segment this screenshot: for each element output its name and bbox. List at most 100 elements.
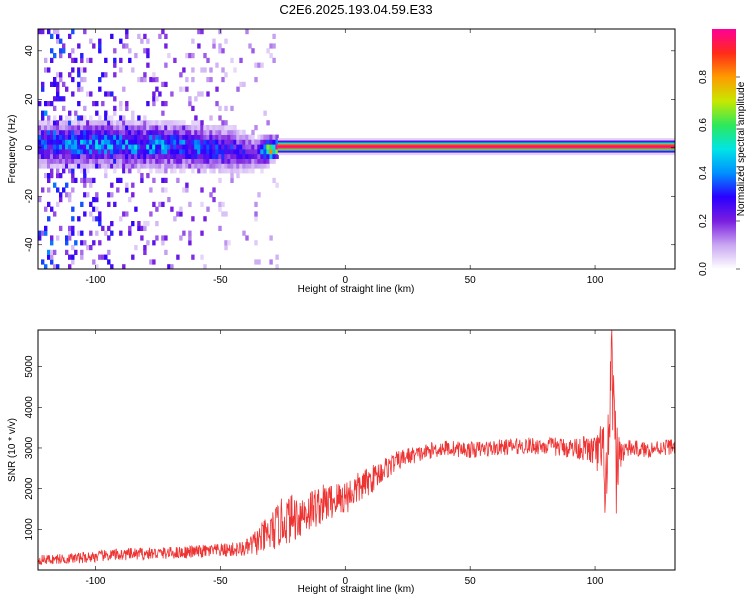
heatmap-cell — [272, 177, 276, 183]
heatmap-cell — [77, 144, 81, 150]
heatmap-cell — [95, 264, 99, 270]
heatmap-cell — [59, 115, 63, 121]
heatmap-cell — [206, 158, 210, 164]
heatmap-cell — [155, 149, 159, 155]
heatmap-cell — [53, 158, 57, 164]
heatmap-cell — [185, 77, 189, 83]
heatmap-cell — [47, 129, 51, 135]
heatmap-cell — [74, 249, 78, 255]
heatmap-cell — [59, 153, 63, 159]
heatmap-cell — [95, 129, 99, 135]
heatmap-cell — [254, 62, 258, 68]
heatmap-cell — [113, 158, 117, 164]
heatmap-cell — [137, 168, 141, 174]
heatmap-cell — [122, 125, 126, 131]
heatmap-cell — [95, 144, 99, 150]
heatmap-cell — [185, 182, 189, 188]
heatmap-cell — [173, 158, 177, 164]
heatmap-cell — [59, 77, 63, 83]
heatmap-cell — [68, 158, 72, 164]
heatmap-cell — [119, 216, 123, 222]
heatmap-cell — [200, 149, 204, 155]
heatmap-cell — [137, 120, 141, 126]
heatmap-cell — [209, 168, 213, 174]
heatmap-cell — [53, 134, 57, 140]
heatmap-cell — [101, 139, 105, 145]
heatmap-cell — [110, 120, 114, 126]
heatmap-cell — [206, 129, 210, 135]
heatmap-cell — [146, 134, 150, 140]
heatmap-cell — [98, 153, 102, 159]
heatmap-cell — [104, 149, 108, 155]
heatmap-cell — [215, 144, 219, 150]
heatmap-cell — [80, 254, 84, 260]
heatmap-cell — [71, 163, 75, 169]
heatmap-cell — [212, 134, 216, 140]
heatmap-cell — [257, 158, 261, 164]
heatmap-cell — [44, 163, 48, 169]
heatmap-cell — [83, 149, 87, 155]
heatmap-cell — [56, 235, 60, 241]
heatmap-cell — [98, 158, 102, 164]
heatmap-cell — [272, 158, 276, 164]
heatmap-cell — [83, 163, 87, 169]
heatmap-cell — [152, 240, 156, 246]
heatmap-cell — [143, 134, 147, 140]
heatmap-cell — [176, 129, 180, 135]
heatmap-cell — [200, 153, 204, 159]
heatmap-cell — [269, 43, 273, 49]
heatmap-cell — [119, 120, 123, 126]
heatmap-cell — [104, 115, 108, 121]
heatmap-cell — [125, 149, 129, 155]
heatmap-cell — [44, 125, 48, 131]
heatmap-cell — [170, 91, 174, 97]
heatmap-cell — [71, 91, 75, 97]
heatmap-cell — [254, 125, 258, 131]
heatmap-cell — [86, 139, 90, 145]
heatmap-cell — [263, 144, 267, 150]
heatmap-cell — [149, 144, 153, 150]
heatmap-cell — [143, 149, 147, 155]
heatmap-cell — [197, 149, 201, 155]
heatmap-cell — [209, 67, 213, 73]
heatmap-cell — [101, 134, 105, 140]
heatmap-cell — [245, 158, 249, 164]
heatmap-cell — [50, 163, 54, 169]
heatmap-cell — [95, 158, 99, 164]
heatmap-cell — [131, 115, 135, 121]
heatmap-cell — [122, 129, 126, 135]
heatmap-cell — [38, 230, 42, 236]
heatmap-cell — [74, 240, 78, 246]
heatmap-cell — [74, 139, 78, 145]
heatmap-cell — [74, 149, 78, 155]
heatmap-cell — [173, 144, 177, 150]
heatmap-cell — [224, 105, 228, 111]
heatmap-cell — [119, 125, 123, 131]
heatmap-cell — [128, 125, 132, 131]
heatmap-cell — [260, 163, 264, 169]
heatmap-cell — [260, 134, 264, 140]
heatmap-cell — [47, 144, 51, 150]
heatmap-cell — [221, 168, 225, 174]
colorbar-tick-label: 0.4 — [698, 166, 709, 180]
heatmap-cell — [179, 153, 183, 159]
heatmap-cell — [200, 125, 204, 131]
heatmap-cell — [194, 115, 198, 121]
heatmap-cell — [104, 134, 108, 140]
heatmap-cell — [221, 129, 225, 135]
heatmap-cell — [71, 158, 75, 164]
heatmap-cell — [191, 144, 195, 150]
heatmap-cell — [191, 168, 195, 174]
heatmap-cell — [122, 264, 126, 270]
heatmap-cell — [68, 153, 72, 159]
heatmap-cell — [146, 240, 150, 246]
heatmap-cell — [188, 101, 192, 107]
heatmap-cell — [137, 77, 141, 83]
heatmap-cell — [155, 120, 159, 126]
heatmap-cell — [155, 206, 159, 212]
heatmap-cell — [41, 29, 45, 35]
heatmap-cell — [50, 48, 54, 54]
heatmap-cell — [248, 43, 252, 49]
heatmap-cell — [131, 149, 135, 155]
heatmap-cell — [56, 81, 60, 87]
